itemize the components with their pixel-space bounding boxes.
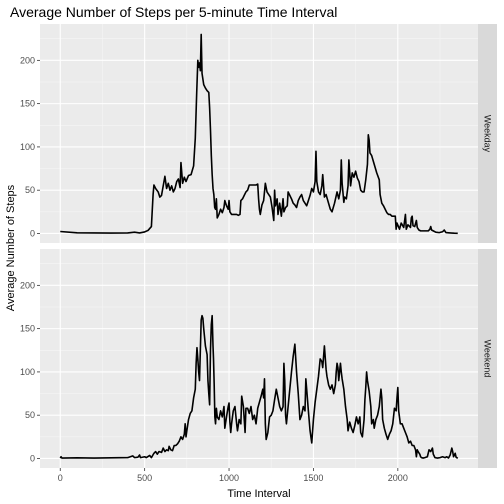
y-tick-label: 200 [20,280,35,290]
facet-strip-label: Weekday [483,115,493,153]
y-tick-label: 100 [20,142,35,152]
x-tick-label: 2000 [388,473,408,483]
y-tick-label: 200 [20,55,35,65]
series-line-weekend [59,314,459,459]
y-tick-label: 100 [20,367,35,377]
x-tick-label: 1500 [303,473,323,483]
y-tick-label: 150 [20,324,35,334]
facet-strip [478,249,497,468]
y-axis-title: Average Number of Steps [5,184,17,311]
x-axis-title: Time Interval [227,488,290,500]
panel-background [40,249,478,468]
x-axis: 0 500 1000 1500 2000 [58,468,408,483]
chart-title: Average Number of Steps per 5-minute Tim… [10,4,337,20]
x-tick-label: 1000 [219,473,239,483]
y-tick-label: 150 [20,99,35,109]
x-tick-label: 0 [58,473,63,483]
facet-panel-weekend: 0 50 100 150 200 Weekend [20,249,497,468]
facet-strip [478,24,497,243]
y-tick-label: 0 [30,453,35,463]
y-tick-label: 50 [25,410,35,420]
facet-strip-label: Weekend [483,340,493,378]
facet-panels: 0 50 100 150 200 Weekday 0 50 100 150 200 Weekend [20,24,497,468]
y-tick-label: 50 [25,185,35,195]
facet-panel-weekday: 0 50 100 150 200 Weekday [20,24,497,243]
y-tick-label: 0 [30,228,35,238]
series-line-weekday [60,33,458,235]
x-tick-label: 500 [137,473,152,483]
